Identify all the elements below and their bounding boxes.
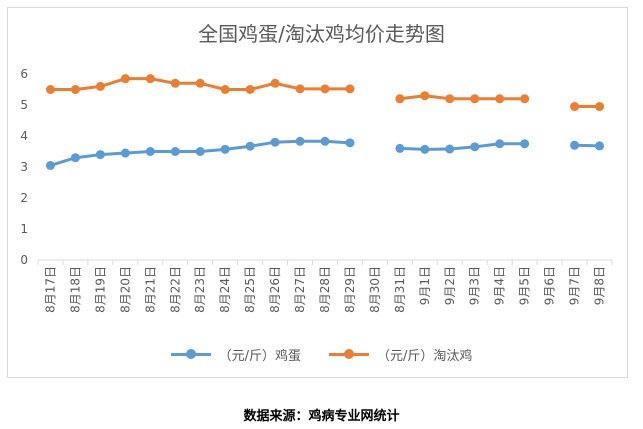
data-point-1 [145,74,155,84]
x-tick-label: 8月24日 [218,266,232,313]
data-point-0 [145,147,155,156]
x-tick-label: 8月30日 [368,266,382,313]
x-tick-label: 9月7日 [568,266,582,305]
data-point-1 [270,78,280,88]
data-point-0 [245,141,255,151]
legend-swatch-eggs [170,349,211,359]
data-point-1 [70,85,80,94]
y-tick-label: 2 [20,191,28,205]
data-point-1 [345,84,355,94]
data-point-1 [420,91,430,101]
x-tick-label: 8月23日 [193,266,207,313]
data-point-0 [170,147,180,156]
y-tick-label: 4 [20,129,28,143]
legend-item-eggs: （元/斤）鸡蛋 [170,345,301,364]
x-tick-label: 9月6日 [543,266,557,305]
x-tick-label: 9月8日 [593,266,607,305]
y-tick-label: 1 [20,222,28,236]
data-point-1 [195,78,205,88]
legend-item-culled-hens: （元/斤）淘汰鸡 [329,345,472,364]
data-point-1 [245,85,255,94]
data-point-1 [95,81,105,91]
chart-title: 全国鸡蛋/淘汰鸡均价走势图 [198,22,445,46]
x-tick-label: 8月19日 [93,266,107,313]
y-tick-label: 5 [20,98,28,112]
x-tick-label: 8月28日 [318,266,332,313]
data-point-1 [45,85,55,94]
data-point-0 [495,139,505,149]
x-tick-label: 8月22日 [168,266,182,313]
data-point-0 [270,137,280,147]
x-tick-label: 8月20日 [118,266,132,313]
x-tick-label: 9月4日 [493,266,507,305]
data-point-0 [195,147,205,156]
data-point-1 [170,78,180,88]
data-point-0 [420,144,430,154]
data-point-0 [70,153,80,163]
data-point-1 [395,94,405,104]
x-tick-label: 8月29日 [343,266,357,313]
x-tick-label: 9月2日 [443,266,457,305]
data-point-0 [470,142,480,152]
data-point-1 [320,84,330,94]
data-point-1 [445,94,455,104]
data-point-1 [520,94,530,104]
x-tick-label: 8月18日 [68,266,82,313]
y-tick-label: 3 [20,160,28,174]
source-note: 数据来源：鸡病专业网统计 [243,409,400,424]
data-point-0 [120,148,130,158]
data-point-1 [495,94,505,104]
x-axis: 8月17日 8月18日 8月19日 8月20日 8月21日 8月22日 8月23日 8月24日… [37,259,613,313]
x-tick-label: 8月25日 [243,266,257,313]
data-point-0 [520,139,530,149]
legend-swatch-culled-hens [329,349,369,359]
series-line-1 [398,94,527,101]
data-point-1 [470,94,480,104]
x-tick-label: 9月1日 [418,266,432,305]
x-tick-label: 9月3日 [468,266,482,305]
legend-label-culled-hens: （元/斤）淘汰鸡 [377,349,473,364]
legend-label-eggs: （元/斤）鸡蛋 [218,349,301,364]
data-point-0 [45,160,55,170]
data-point-0 [570,140,580,150]
data-point-0 [320,136,330,146]
data-point-0 [220,144,230,154]
x-tick-label: 8月26日 [268,266,282,313]
legend: （元/斤）鸡蛋 （元/斤）淘汰鸡 [0,345,643,364]
data-point-1 [595,102,605,112]
x-tick-label: 8月21日 [143,266,157,313]
y-tick-label: 6 [20,67,28,81]
series-layer [45,74,605,170]
data-point-1 [570,102,580,112]
y-tick-label: 0 [20,253,28,267]
data-point-0 [595,141,605,151]
x-tick-label: 8月27日 [293,266,307,313]
data-point-0 [345,138,355,148]
data-point-0 [295,136,305,146]
series-line-0 [398,142,527,151]
data-point-0 [395,143,405,153]
data-point-0 [95,150,105,160]
data-point-0 [445,144,455,154]
x-tick-label: 8月31日 [393,266,407,313]
x-tick-label: 8月17日 [43,266,57,313]
data-point-1 [220,85,230,94]
data-point-1 [295,84,305,94]
y-axis: 0 1 2 3 4 5 6 [20,67,28,267]
chart-frame [7,7,628,378]
x-tick-label: 9月5日 [518,266,532,305]
data-point-1 [120,74,130,84]
